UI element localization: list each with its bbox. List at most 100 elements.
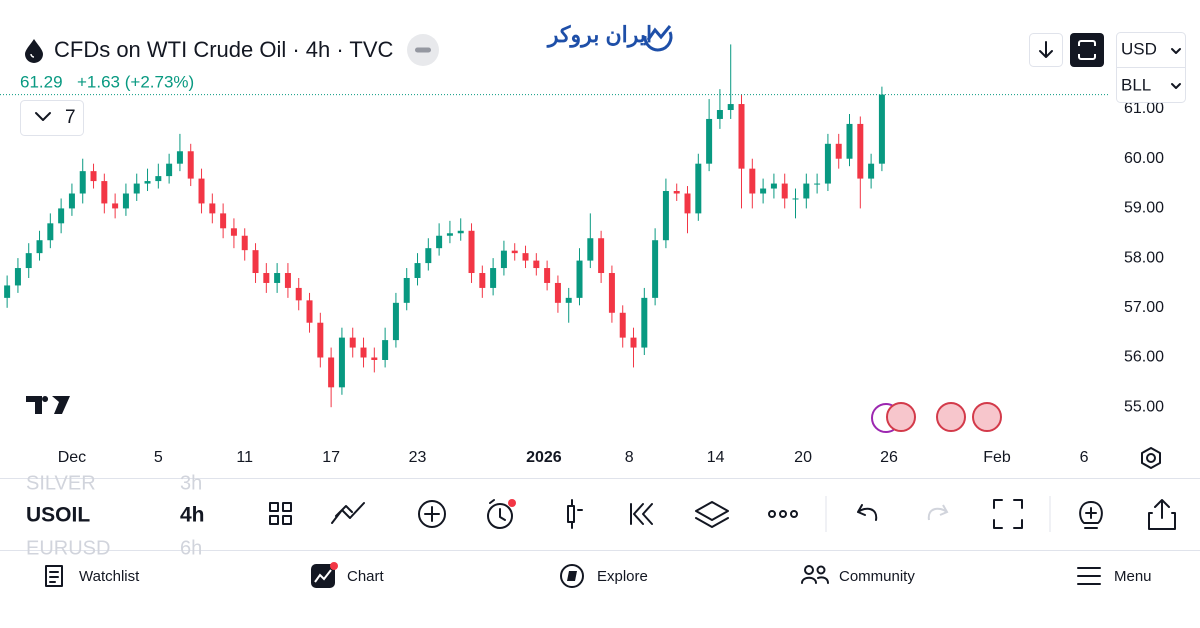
x-tick-label: 6 — [1080, 449, 1089, 466]
x-tick-label: Dec — [58, 449, 86, 466]
fullscreen-button[interactable] — [993, 499, 1023, 529]
y-tick-label: 58.00 — [1124, 249, 1164, 266]
x-tick-label: 20 — [794, 449, 812, 466]
candle-body — [544, 268, 551, 283]
y-tick-label: 60.00 — [1124, 150, 1164, 167]
undo-button[interactable] — [857, 504, 878, 521]
replay-button[interactable] — [630, 503, 653, 525]
toolbar — [269, 496, 1176, 532]
symbol-interval[interactable]: 3h — [180, 472, 202, 494]
price-change: +1.63 (+2.73%) — [77, 72, 194, 91]
candle-body — [241, 235, 248, 251]
candle-body — [263, 273, 270, 283]
candle-body — [144, 181, 151, 184]
candle-body — [457, 230, 464, 234]
chart-title: CFDs on WTI Crude Oil · 4h · TVC — [54, 37, 394, 62]
alert-button[interactable] — [487, 503, 513, 529]
candle-body — [706, 118, 713, 164]
auto-scale-button[interactable] — [1070, 33, 1104, 67]
candle-body — [68, 193, 75, 209]
candle-body — [14, 268, 21, 286]
add-button[interactable] — [418, 500, 446, 528]
candle-body — [284, 273, 291, 288]
candle-body — [598, 238, 605, 274]
nav-item[interactable]: Menu — [1114, 568, 1152, 585]
symbol-name[interactable]: EURUSD — [26, 537, 110, 559]
x-tick-label: 26 — [880, 449, 898, 466]
candle-body — [436, 235, 443, 249]
y-tick-label: 57.00 — [1124, 299, 1164, 316]
legend-count: 7 — [65, 107, 76, 128]
chart-type-button[interactable] — [567, 499, 583, 529]
candle-body — [641, 297, 648, 348]
candle-body — [36, 240, 43, 254]
layers-button[interactable] — [695, 501, 729, 528]
candle-body — [781, 183, 788, 199]
candle-body — [803, 183, 810, 199]
settings-button[interactable] — [1146, 453, 1156, 463]
plot-area — [0, 44, 1110, 408]
candle-body — [25, 253, 32, 269]
x-tick-label: 2026 — [526, 449, 562, 466]
drawing-button[interactable] — [331, 502, 365, 524]
candle-body — [554, 282, 561, 303]
candle-body — [619, 312, 626, 338]
bottom-nav: Watchlist Chart Explore Community Menu — [45, 562, 1152, 588]
candle-body — [101, 181, 108, 204]
ideas-button[interactable] — [1079, 501, 1103, 529]
y-tick-label: 61.00 — [1124, 100, 1164, 117]
candle-body — [166, 163, 173, 177]
symbol-name[interactable]: USOIL — [26, 504, 90, 527]
candle-body — [58, 208, 65, 224]
x-tick-label: 14 — [707, 449, 725, 466]
candle-body — [878, 94, 885, 164]
events[interactable] — [871, 402, 1002, 433]
candle-body — [608, 273, 615, 313]
x-tick-label: 23 — [409, 449, 427, 466]
candle-body — [306, 300, 313, 323]
candle-body — [500, 250, 507, 269]
candle-body — [533, 260, 540, 269]
candle-body — [446, 233, 453, 236]
candle-body — [425, 248, 432, 264]
unit[interactable]: BLL — [1121, 75, 1151, 94]
x-tick-label: 11 — [236, 449, 253, 466]
candle-body — [522, 253, 529, 261]
candle-body — [47, 223, 54, 241]
symbol-list[interactable]: SILVER 3h USOIL 4h EURUSD 6h — [26, 472, 205, 559]
x-tick-label: 8 — [625, 449, 634, 466]
candle-body — [630, 337, 637, 348]
x-tick-label: 17 — [322, 449, 340, 466]
indicators-button[interactable] — [269, 502, 292, 525]
currency[interactable]: USD — [1121, 39, 1157, 58]
symbol-interval[interactable]: 4h — [180, 504, 205, 527]
nav-item[interactable]: Watchlist — [79, 568, 140, 585]
candle-body — [122, 193, 129, 209]
candle-body — [220, 213, 227, 229]
candle-body — [479, 273, 486, 288]
candle-body — [716, 110, 723, 119]
candle-body — [79, 171, 86, 194]
nav-item[interactable]: Explore — [597, 568, 648, 585]
candle-body — [673, 191, 680, 194]
candle-body — [328, 357, 335, 388]
candle-body — [414, 263, 421, 278]
nav-item[interactable]: Chart — [347, 568, 385, 585]
legend-toggle[interactable] — [20, 100, 84, 136]
candle-body — [727, 104, 734, 111]
candle-body — [295, 287, 302, 301]
x-tick-label: Feb — [983, 449, 1011, 466]
symbol-name[interactable]: SILVER — [26, 472, 96, 494]
share-button[interactable] — [1148, 499, 1176, 530]
tv-logo — [26, 396, 70, 414]
candle-body — [652, 240, 659, 298]
candle-body — [155, 176, 162, 182]
more-button[interactable] — [768, 510, 798, 518]
candle-body — [317, 322, 324, 358]
symbol-interval[interactable]: 6h — [180, 537, 202, 559]
axes: 55.00 56.00 57.00 58.00 59.00 60.00 61.00 Dec 5 1… — [58, 100, 1164, 466]
nav-item[interactable]: Community — [839, 568, 915, 585]
candle-body — [760, 188, 767, 194]
y-tick-label: 55.00 — [1124, 398, 1164, 415]
